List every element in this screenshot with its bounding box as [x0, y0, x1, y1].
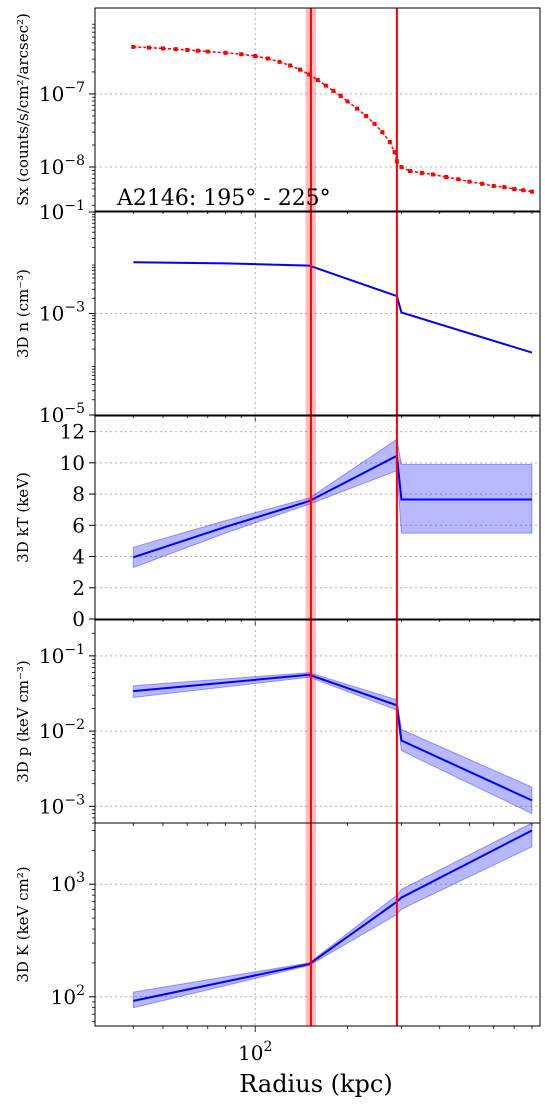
plot-area: [132, 823, 533, 1026]
data-segment: [469, 180, 483, 185]
data-segment: [373, 123, 383, 133]
x-axis-label: Radius (kpc): [239, 1070, 392, 1098]
panel-1: 10−7 10−8 Sx (counts/s/cm²/arcsec²) A2146: …: [14, 7, 541, 217]
y-tick-label: 2: [72, 576, 85, 600]
data-segment: [356, 108, 367, 117]
y-tick-label: 12: [60, 420, 85, 444]
data-segment: [225, 52, 242, 55]
data-segment: [133, 46, 149, 49]
data-segment: [289, 64, 301, 71]
series-line: [132, 454, 532, 559]
y-tick-label: 8: [72, 482, 85, 506]
data-segment: [299, 68, 310, 76]
data-segment: [175, 48, 188, 51]
data-segment: [493, 185, 505, 188]
data-segment: [317, 79, 327, 87]
y-tick-label: 10: [60, 451, 85, 475]
panel-3: 0 2 4 6 8 10 12 3D kT (keV): [14, 415, 541, 631]
y-tick-label: 10−1: [39, 642, 85, 668]
y-axis-label: Sx (counts/s/cm²/arcsec²): [14, 13, 32, 206]
plot-area: [132, 416, 533, 619]
error-band: [132, 672, 533, 815]
y-tick-label: 10−2: [39, 717, 85, 743]
y-axis-label: 3D p (keV cm⁻³): [14, 660, 32, 783]
data-segment: [279, 61, 291, 67]
data-segment: [197, 50, 208, 53]
data-segment: [389, 141, 396, 153]
y-tick-label: 0: [72, 607, 85, 631]
x-tick-label: 102: [238, 1039, 272, 1065]
panel-frame: [94, 7, 541, 212]
y-tick-label: 10−3: [39, 300, 85, 326]
y-tick-label: 10−8: [39, 153, 85, 179]
data-segment: [365, 115, 375, 125]
plot-area: [133, 212, 533, 415]
panels: 10−7 10−8 Sx (counts/s/cm²/arcsec²) A2146: …: [14, 7, 541, 1065]
data-segment: [207, 50, 226, 54]
panel-2: 10−1 10−3 10−5 3D n (cm⁻³): [14, 198, 541, 427]
y-tick-label: 103: [51, 870, 85, 896]
plot-area: [131, 8, 534, 211]
panel-4: 10−1 10−2 10−3 3D p (keV cm⁻³): [14, 619, 541, 829]
y-tick-label: 4: [72, 545, 85, 569]
data-point: [529, 189, 534, 194]
data-segment: [421, 172, 433, 176]
data-segment: [432, 173, 447, 178]
panel-frame: [94, 619, 541, 824]
data-segment: [481, 183, 494, 187]
y-tick-label: 10−1: [39, 198, 85, 224]
data-segment: [458, 178, 470, 183]
y-tick-label: 10−3: [39, 792, 85, 818]
error-band: [132, 823, 533, 1009]
data-segment: [504, 186, 515, 190]
plot-area: [132, 620, 533, 823]
data-segment: [148, 46, 164, 50]
panel-5: 103 102 3D K (keV cm²) 102: [14, 822, 541, 1065]
y-tick-label: 102: [51, 983, 85, 1009]
data-segment: [241, 53, 256, 57]
data-segment: [187, 49, 198, 52]
y-tick-label: 10−5: [39, 401, 85, 427]
panel-annotation: A2146: 195° - 225°: [116, 186, 331, 211]
y-axis-label: 3D K (keV cm²): [14, 866, 32, 982]
series-line: [133, 261, 533, 354]
y-axis-label: 3D n (cm⁻³): [14, 269, 32, 358]
data-segment: [255, 55, 269, 60]
y-axis-label: 3D kT (keV): [14, 472, 32, 563]
error-band: [132, 438, 533, 569]
data-segment: [162, 47, 176, 50]
data-segment: [446, 176, 459, 180]
y-tick-label: 6: [72, 513, 85, 537]
y-tick-label: 10−7: [39, 80, 85, 106]
panel-frame: [94, 822, 541, 1027]
panel-frame: [94, 415, 541, 620]
